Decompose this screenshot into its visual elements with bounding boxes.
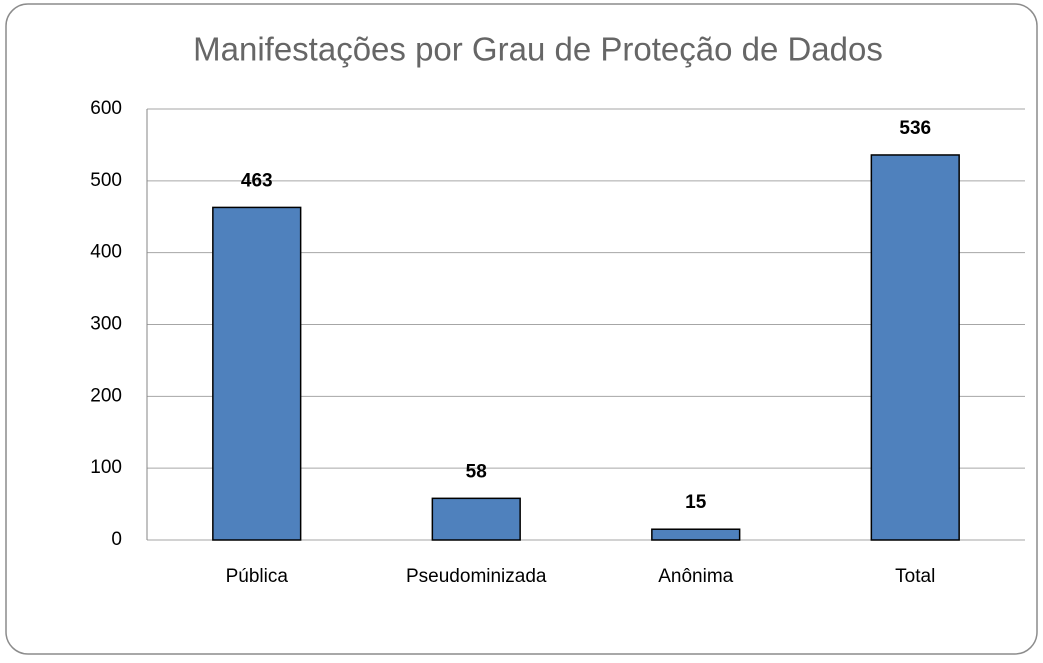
data-label: 15 [685, 492, 707, 513]
data-label: 463 [241, 170, 273, 191]
x-tick-label: Anônima [658, 566, 733, 587]
bar [431, 497, 521, 541]
x-tick-label: Pública [226, 566, 289, 587]
y-tick-label: 400 [90, 242, 122, 263]
y-tick-label: 600 [90, 98, 122, 119]
bar [870, 154, 960, 541]
x-tick-label: Total [895, 566, 935, 587]
y-tick-label: 200 [90, 385, 122, 406]
bar [651, 528, 741, 541]
bar [212, 206, 302, 541]
x-tick-label: Pseudominizada [406, 566, 547, 587]
chart-title: Manifestações por Grau de Proteção de Da… [193, 31, 883, 68]
y-tick-label: 500 [90, 170, 122, 191]
y-tick-label: 100 [90, 457, 122, 478]
y-tick-label: 300 [90, 314, 122, 335]
data-label: 58 [466, 461, 487, 482]
y-tick-label: 0 [111, 529, 122, 550]
data-label: 536 [899, 118, 931, 139]
